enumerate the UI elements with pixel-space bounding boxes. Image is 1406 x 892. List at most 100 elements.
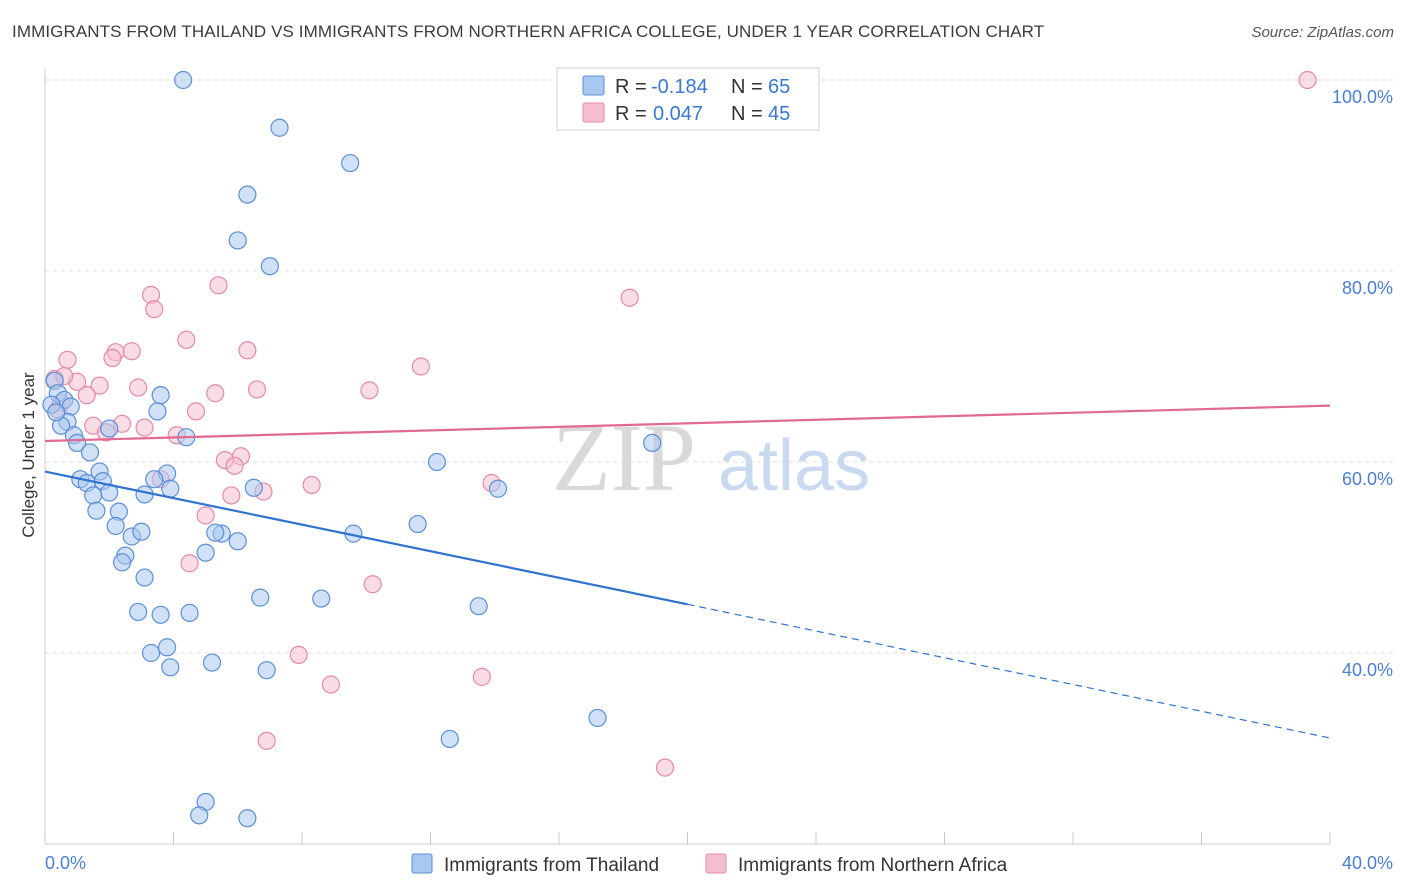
legend-r-label-2: R = xyxy=(615,103,647,125)
nafrica-point xyxy=(620,288,639,307)
nafrica-point xyxy=(363,575,382,594)
nafrica-point xyxy=(225,456,244,475)
nafrica-trend-line xyxy=(44,404,1331,443)
legend-n-label-1: N = xyxy=(731,76,763,98)
thailand-point xyxy=(270,118,289,137)
bottom-legend-thailand: Immigrants from Thailand xyxy=(444,855,659,876)
nafrica-point xyxy=(180,554,199,573)
nafrica-point xyxy=(360,381,379,400)
thailand-point xyxy=(151,605,170,624)
x-tick-label: 40.0% xyxy=(1342,853,1393,873)
legend-swatch-nafrica xyxy=(582,102,605,123)
thailand-point xyxy=(190,806,209,825)
bottom-legend: Immigrants from Thailand Immigrants from… xyxy=(411,853,1008,876)
thailand-point xyxy=(129,602,148,622)
nafrica-point xyxy=(321,675,341,694)
thailand-point xyxy=(244,478,263,497)
thailand-point xyxy=(408,514,427,534)
nafrica-point xyxy=(472,667,491,686)
thailand-point xyxy=(87,501,106,520)
thailand-point xyxy=(180,603,199,622)
watermark-atlas: atlas xyxy=(718,426,870,506)
y-tick-label: 40.0% xyxy=(1342,660,1393,680)
nafrica-point xyxy=(186,402,206,421)
legend-r-label-1: R = xyxy=(615,76,647,98)
nafrica-point xyxy=(145,300,164,319)
source-label: Source: ZipAtlas.com xyxy=(1251,24,1394,41)
nafrica-point xyxy=(302,475,321,495)
legend-box: R = -0.184 N = 65 R = 0.047 N = 45 xyxy=(556,67,820,131)
bottom-legend-nafrica: Immigrants from Northern Africa xyxy=(738,855,1008,876)
thailand-point xyxy=(68,433,87,452)
thailand-point xyxy=(161,658,180,677)
nafrica-point xyxy=(90,376,109,395)
nafrica-point xyxy=(1298,70,1317,90)
nafrica-point xyxy=(209,276,228,295)
nafrica-point xyxy=(238,341,257,360)
nafrica-point xyxy=(247,380,267,399)
thailand-point xyxy=(141,643,161,663)
thailand-point xyxy=(157,638,177,657)
thailand-trend-line xyxy=(44,470,688,606)
nafrica-point xyxy=(655,758,675,777)
axis-layer: 40.0% 60.0% 80.0% 100.0% 0.0% 40.0% xyxy=(44,68,1393,873)
nafrica-point xyxy=(58,350,77,369)
thailand-point xyxy=(260,257,279,276)
x-tick-label: 0.0% xyxy=(45,853,86,873)
thailand-point xyxy=(100,419,119,438)
nafrica-point xyxy=(206,384,225,403)
nafrica-point xyxy=(129,378,148,397)
legend-n-value-2: 45 xyxy=(768,103,790,125)
nafrica-point xyxy=(257,731,276,750)
thailand-point xyxy=(196,543,215,562)
thailand-point xyxy=(312,589,331,608)
thailand-point xyxy=(112,553,132,572)
trend-layer xyxy=(44,404,1331,739)
thailand-point xyxy=(588,708,607,728)
bottom-legend-swatch-nafrica xyxy=(705,853,727,874)
nafrica-point xyxy=(77,386,96,405)
thailand-point xyxy=(174,70,193,90)
watermark-zip: ZIP xyxy=(552,404,696,511)
bottom-legend-swatch-thailand xyxy=(411,853,433,874)
thailand-point xyxy=(228,532,247,551)
y-tick-label: 60.0% xyxy=(1342,469,1393,489)
thailand-point xyxy=(135,568,154,587)
thailand-point xyxy=(643,433,662,452)
nafrica-point xyxy=(411,357,430,376)
thailand-point xyxy=(132,522,151,541)
thailand-point xyxy=(341,153,360,173)
points-layer xyxy=(42,70,1317,828)
thailand-point xyxy=(106,516,125,536)
thailand-point xyxy=(488,479,508,498)
thailand-point xyxy=(440,729,459,749)
thailand-point xyxy=(151,386,170,405)
y-tick-label: 100.0% xyxy=(1332,87,1393,107)
thailand-point xyxy=(238,809,257,828)
thailand-point xyxy=(238,185,257,204)
nafrica-point xyxy=(222,486,241,505)
thailand-point xyxy=(257,661,276,680)
thailand-point xyxy=(84,486,103,505)
legend-swatch-thailand xyxy=(582,75,605,96)
thailand-point xyxy=(47,403,66,422)
nafrica-point xyxy=(122,342,141,361)
legend-r-value-2: 0.047 xyxy=(653,103,703,125)
legend-r-value-1: -0.184 xyxy=(651,76,708,98)
watermark: ZIP atlas xyxy=(552,404,870,511)
nafrica-point xyxy=(177,330,196,349)
nafrica-point xyxy=(135,418,154,437)
thailand-point xyxy=(228,231,247,250)
thailand-point xyxy=(251,588,270,607)
nafrica-point xyxy=(103,348,122,368)
thailand-point xyxy=(202,653,222,672)
legend-n-label-2: N = xyxy=(731,103,763,125)
grid-layer xyxy=(45,79,1395,654)
legend-n-value-1: 65 xyxy=(768,76,790,98)
y-tick-label: 80.0% xyxy=(1342,278,1393,298)
y-axis-label: College, Under 1 year xyxy=(19,372,38,538)
nafrica-point xyxy=(196,506,215,525)
thailand-point xyxy=(80,443,100,462)
thailand-point xyxy=(469,597,488,616)
